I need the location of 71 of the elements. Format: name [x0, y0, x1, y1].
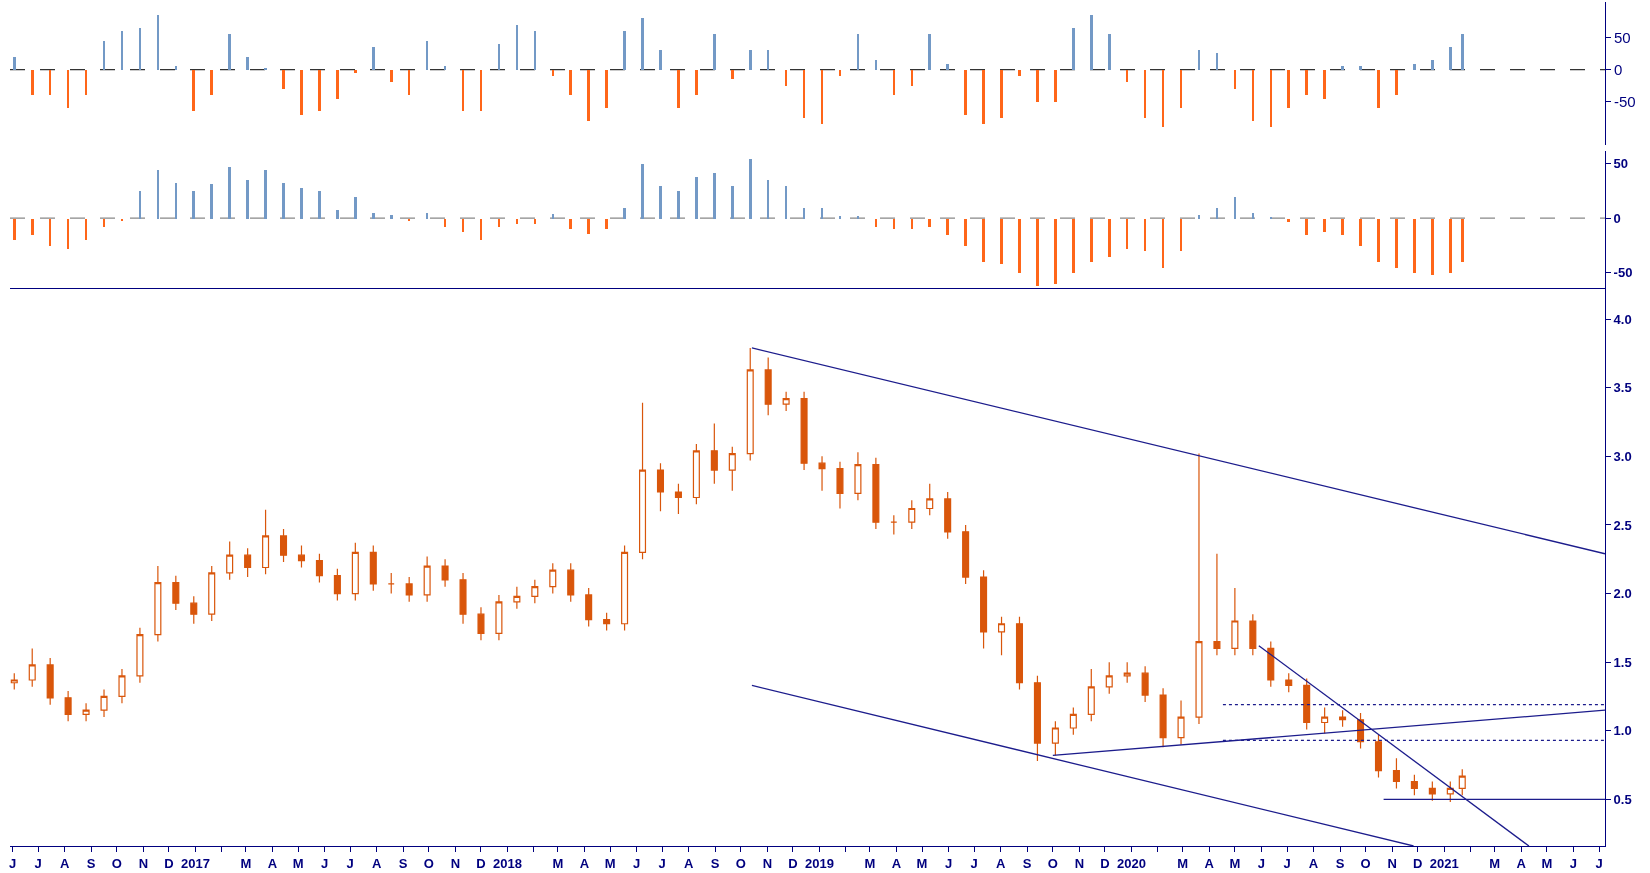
- x-tick-label: M: [864, 855, 876, 871]
- y-tick-label: -50: [1614, 92, 1636, 110]
- x-tick-label: J: [632, 855, 641, 871]
- x-tick-label: M: [292, 855, 304, 871]
- x-tick-label: N: [762, 855, 773, 871]
- x-tick-label: A: [60, 855, 71, 871]
- x-tick-label: M: [1541, 855, 1553, 871]
- y-tick-label: -50: [1613, 265, 1633, 281]
- x-tick-label: M: [240, 855, 252, 871]
- x-tick-label: 2019: [805, 855, 834, 871]
- x-tick-label: S: [1335, 855, 1345, 871]
- x-tick-label: S: [86, 855, 96, 871]
- x-tick-label: J: [320, 855, 329, 871]
- y-tick-label: 1.0: [1613, 723, 1632, 739]
- x-tick-label: D: [476, 855, 486, 871]
- x-tick-label: A: [579, 855, 590, 871]
- x-tick-label: A: [891, 855, 902, 871]
- x-tick-label: O: [1360, 855, 1371, 871]
- x-tick-label: J: [34, 855, 42, 871]
- x-tick-label: J: [658, 855, 666, 871]
- x-tick-label: J: [8, 855, 17, 871]
- x-tick-label: D: [788, 855, 798, 871]
- x-tick-label: S: [398, 855, 408, 871]
- x-tick-label: 2021: [1429, 855, 1459, 871]
- y-tick-label: 2.0: [1613, 586, 1632, 602]
- y-tick-label: 1.5: [1613, 654, 1632, 670]
- x-tick-label: D: [164, 855, 174, 871]
- x-tick-label: M: [1177, 855, 1189, 871]
- x-tick-label: M: [1489, 855, 1501, 871]
- x-tick-label: S: [710, 855, 720, 871]
- y-tick-label: 3.0: [1613, 448, 1632, 464]
- x-tick-label: J: [1595, 855, 1603, 871]
- x-tick-label: J: [944, 855, 953, 871]
- x-tick-label: J: [1257, 855, 1265, 871]
- x-tick-label: N: [1387, 855, 1397, 871]
- x-tick-label: M: [552, 855, 564, 871]
- x-tick-label: A: [1516, 855, 1527, 871]
- x-tick-label: A: [1308, 855, 1319, 871]
- x-tick-label: A: [267, 855, 278, 871]
- x-tick-label: A: [372, 855, 382, 871]
- y-tick-label: 0: [1613, 210, 1621, 226]
- x-tick-label: D: [1413, 855, 1423, 871]
- x-tick-label: J: [1569, 855, 1577, 871]
- x-tick-label: J: [970, 855, 978, 871]
- x-tick-label: A: [995, 855, 1006, 871]
- x-tick-label: D: [1100, 855, 1110, 871]
- x-tick-label: N: [138, 855, 149, 871]
- x-tick-label: 2017: [181, 855, 210, 871]
- y-tick-label: 3.5: [1613, 380, 1632, 396]
- x-tick-label: S: [1022, 855, 1032, 871]
- y-tick-label: 50: [1613, 156, 1629, 172]
- x-tick-label: J: [1283, 855, 1291, 871]
- y-tick-label: 0.5: [1613, 791, 1632, 807]
- y-tick-label: 4.0: [1613, 311, 1632, 327]
- x-tick-label: A: [683, 855, 694, 871]
- x-tick-label: O: [1047, 855, 1058, 871]
- x-tick-label: J: [346, 855, 354, 871]
- x-tick-label: N: [1074, 855, 1085, 871]
- x-tick-label: O: [423, 855, 434, 871]
- x-tick-label: M: [1229, 855, 1241, 871]
- y-tick-label: 50: [1614, 28, 1631, 46]
- x-tick-label: 2018: [493, 855, 522, 871]
- x-tick-label: O: [111, 855, 122, 871]
- x-tick-label: 2020: [1117, 855, 1146, 871]
- x-tick-label: O: [735, 855, 746, 871]
- x-tick-label: M: [604, 855, 616, 871]
- x-tick-label: M: [916, 855, 928, 871]
- x-tick-label: N: [450, 855, 461, 871]
- x-tick-label: A: [1204, 855, 1215, 871]
- y-tick-label: 0: [1614, 60, 1623, 78]
- y-tick-label: 2.5: [1613, 517, 1632, 533]
